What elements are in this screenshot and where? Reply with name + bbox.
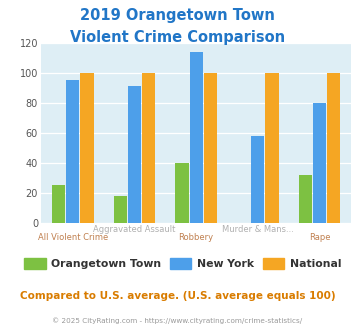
Bar: [251, 136, 264, 223]
Bar: [190, 52, 203, 223]
Text: Violent Crime Comparison: Violent Crime Comparison: [70, 30, 285, 45]
Text: Aggravated Assault: Aggravated Assault: [93, 225, 176, 234]
Text: Robbery: Robbery: [179, 233, 214, 242]
Bar: [142, 73, 155, 223]
Bar: [327, 73, 340, 223]
Text: All Violent Crime: All Violent Crime: [38, 233, 108, 242]
Bar: [66, 81, 80, 223]
Text: 2019 Orangetown Town: 2019 Orangetown Town: [80, 8, 275, 23]
Bar: [114, 196, 127, 223]
Bar: [299, 175, 312, 223]
Legend: Orangetown Town, New York, National: Orangetown Town, New York, National: [20, 254, 345, 274]
Bar: [175, 163, 189, 223]
Bar: [313, 103, 326, 223]
Bar: [128, 86, 141, 223]
Bar: [52, 185, 65, 223]
Text: © 2025 CityRating.com - https://www.cityrating.com/crime-statistics/: © 2025 CityRating.com - https://www.city…: [53, 317, 302, 324]
Bar: [81, 73, 94, 223]
Bar: [204, 73, 217, 223]
Bar: [265, 73, 279, 223]
Text: Murder & Mans...: Murder & Mans...: [222, 225, 294, 234]
Text: Compared to U.S. average. (U.S. average equals 100): Compared to U.S. average. (U.S. average …: [20, 291, 335, 301]
Text: Rape: Rape: [308, 233, 330, 242]
